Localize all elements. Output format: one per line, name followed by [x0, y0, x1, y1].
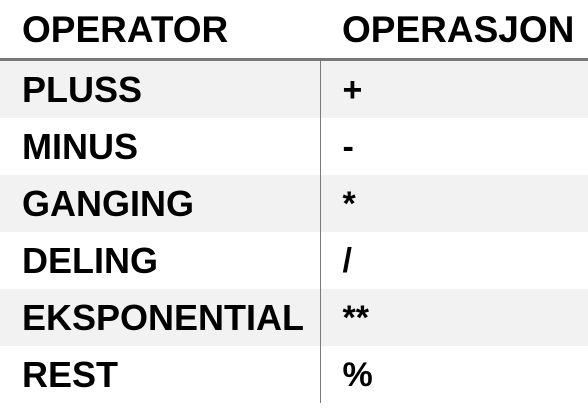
operation-symbol: +: [319, 59, 588, 118]
table-body: PLUSS + MINUS - GANGING * DELING / EKSPO…: [0, 59, 588, 403]
operation-symbol: *: [319, 175, 588, 232]
table-row: REST %: [0, 346, 588, 403]
table-row: DELING /: [0, 232, 588, 289]
table-row: EKSPONENTIAL **: [0, 289, 588, 346]
operator-table: OPERATOR OPERASJON PLUSS + MINUS - GANGI…: [0, 0, 588, 403]
header-row: OPERATOR OPERASJON: [0, 0, 588, 60]
operator-name: PLUSS: [0, 59, 320, 118]
operator-name: EKSPONENTIAL: [0, 289, 320, 346]
table-row: MINUS -: [0, 118, 588, 175]
operation-symbol: **: [319, 289, 588, 346]
operation-symbol: /: [319, 232, 588, 289]
table-row: PLUSS +: [0, 59, 588, 118]
operator-name: GANGING: [0, 175, 320, 232]
operator-name: DELING: [0, 232, 320, 289]
operator-name: REST: [0, 346, 320, 403]
header-operasjon: OPERASJON: [320, 0, 588, 60]
header-operator: OPERATOR: [0, 0, 320, 60]
operation-symbol: -: [319, 118, 588, 175]
table-row: GANGING *: [0, 175, 588, 232]
operation-symbol: %: [319, 346, 588, 403]
operator-name: MINUS: [0, 118, 320, 175]
table-header: OPERATOR OPERASJON: [0, 0, 588, 60]
